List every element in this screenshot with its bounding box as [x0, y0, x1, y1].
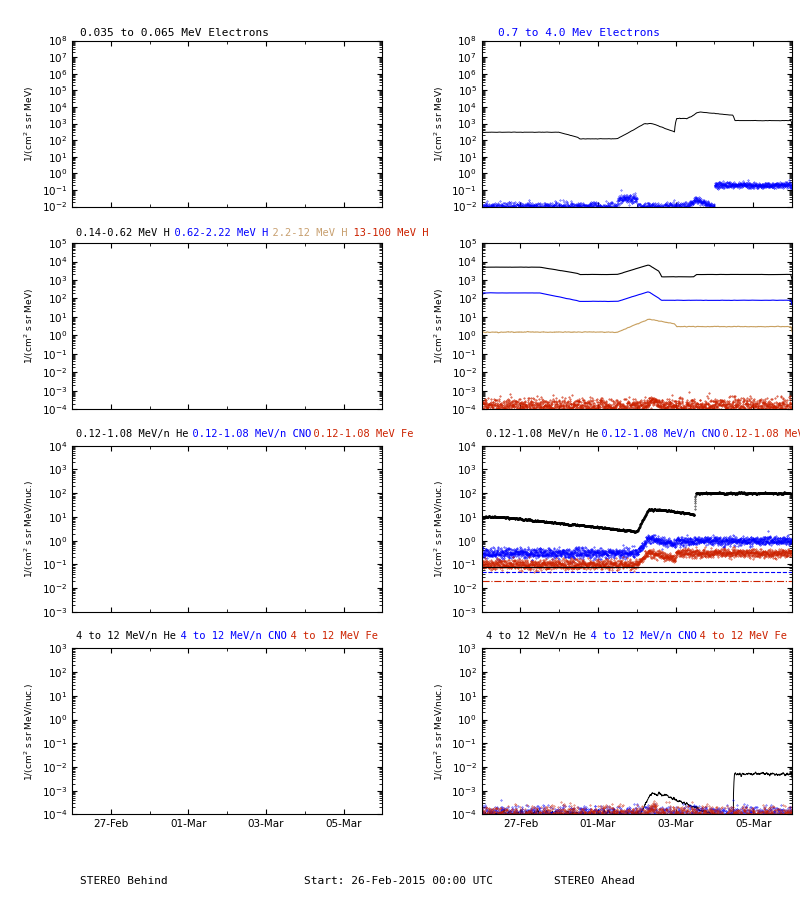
- Y-axis label: 1/(cm$^2$ s sr MeV/nuc.): 1/(cm$^2$ s sr MeV/nuc.): [432, 480, 446, 578]
- Text: 0.12-1.08 MeV Fe: 0.12-1.08 MeV Fe: [710, 429, 800, 439]
- Text: 0.12-1.08 MeV/n CNO: 0.12-1.08 MeV/n CNO: [180, 429, 311, 439]
- Text: 4 to 12 MeV/n CNO: 4 to 12 MeV/n CNO: [578, 631, 697, 641]
- Text: 2.2-12 MeV H: 2.2-12 MeV H: [260, 229, 348, 238]
- Text: 4 to 12 MeV Fe: 4 to 12 MeV Fe: [687, 631, 787, 641]
- Y-axis label: 1/(cm$^2$ s sr MeV): 1/(cm$^2$ s sr MeV): [23, 86, 36, 162]
- Y-axis label: 1/(cm$^2$ s sr MeV/nuc.): 1/(cm$^2$ s sr MeV/nuc.): [22, 480, 36, 578]
- Text: 0.035 to 0.065 MeV Electrons: 0.035 to 0.065 MeV Electrons: [80, 28, 269, 38]
- Text: 0.12-1.08 MeV/n He: 0.12-1.08 MeV/n He: [486, 429, 598, 439]
- Y-axis label: 1/(cm$^2$ s sr MeV): 1/(cm$^2$ s sr MeV): [22, 288, 36, 364]
- Text: 4 to 12 MeV/n He: 4 to 12 MeV/n He: [76, 631, 176, 641]
- Text: 13-100 MeV H: 13-100 MeV H: [341, 229, 429, 238]
- Text: 0.12-1.08 MeV Fe: 0.12-1.08 MeV Fe: [301, 429, 413, 439]
- Text: 0.12-1.08 MeV/n He: 0.12-1.08 MeV/n He: [76, 429, 189, 439]
- Y-axis label: 1/(cm$^2$ s sr MeV): 1/(cm$^2$ s sr MeV): [433, 86, 446, 162]
- Text: 0.7 to 4.0 Mev Electrons: 0.7 to 4.0 Mev Electrons: [498, 28, 660, 38]
- Y-axis label: 1/(cm$^2$ s sr MeV/nuc.): 1/(cm$^2$ s sr MeV/nuc.): [22, 682, 36, 780]
- Y-axis label: 1/(cm$^2$ s sr MeV): 1/(cm$^2$ s sr MeV): [432, 288, 446, 364]
- Text: 4 to 12 MeV/n CNO: 4 to 12 MeV/n CNO: [168, 631, 287, 641]
- Text: 4 to 12 MeV Fe: 4 to 12 MeV Fe: [278, 631, 378, 641]
- Text: Start: 26-Feb-2015 00:00 UTC: Start: 26-Feb-2015 00:00 UTC: [304, 876, 493, 886]
- Y-axis label: 1/(cm$^2$ s sr MeV/nuc.): 1/(cm$^2$ s sr MeV/nuc.): [432, 682, 446, 780]
- Text: 0.12-1.08 MeV/n CNO: 0.12-1.08 MeV/n CNO: [590, 429, 721, 439]
- Text: 4 to 12 MeV/n He: 4 to 12 MeV/n He: [486, 631, 586, 641]
- Text: STEREO Behind: STEREO Behind: [80, 876, 168, 886]
- Text: 0.14-0.62 MeV H: 0.14-0.62 MeV H: [76, 229, 170, 238]
- Text: 0.62-2.22 MeV H: 0.62-2.22 MeV H: [162, 229, 269, 238]
- Text: STEREO Ahead: STEREO Ahead: [554, 876, 634, 886]
